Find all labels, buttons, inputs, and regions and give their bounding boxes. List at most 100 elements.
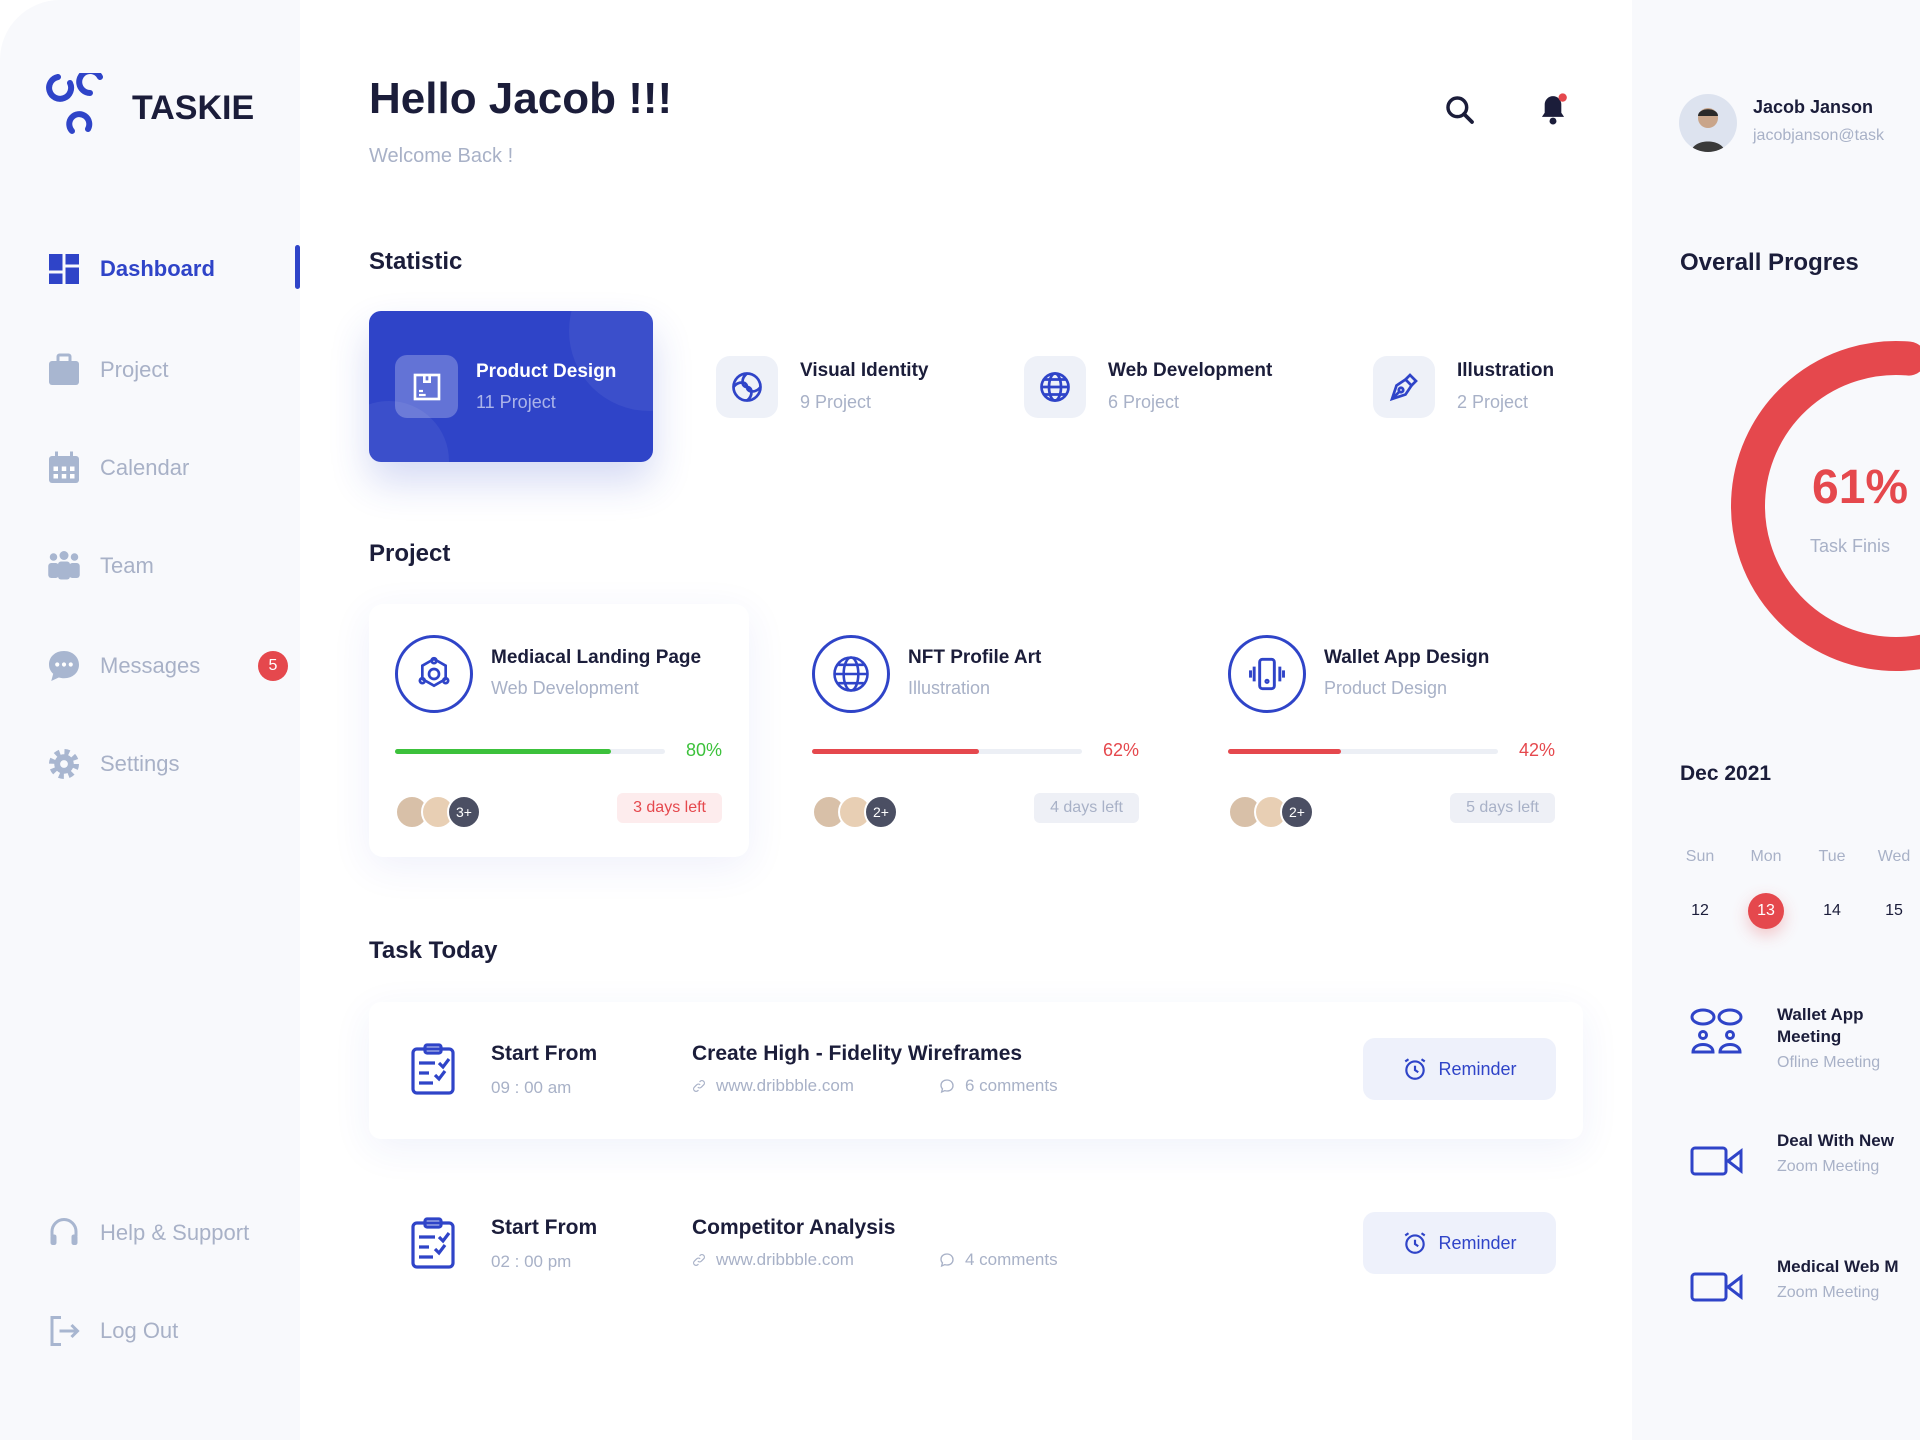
clipboard-check-icon (411, 1043, 455, 1095)
event-item[interactable]: Deal With New Zoom Meeting (1690, 1130, 1920, 1190)
box-icon (395, 355, 458, 418)
event-title: Deal With New (1777, 1131, 1894, 1150)
project-category: Illustration (908, 678, 991, 698)
alarm-clock-icon (1405, 1058, 1426, 1080)
notifications-button[interactable] (1536, 92, 1570, 133)
project-name: NFT Profile Art (908, 647, 1042, 668)
avatar (395, 795, 429, 829)
globe-icon (833, 656, 869, 692)
sidebar-item-settings[interactable]: Settings (46, 746, 180, 782)
globe-icon (1024, 355, 1086, 418)
task-link-text: www.dribbble.com (716, 1250, 854, 1269)
active-indicator (295, 245, 300, 289)
progress-fill (395, 749, 611, 754)
reminder-label: Reminder (1438, 1232, 1517, 1253)
reminder-button[interactable]: Reminder (1363, 1038, 1556, 1100)
phone-vibrate-icon (1249, 657, 1285, 691)
video-camera-icon (1690, 1272, 1743, 1302)
weekday-label: Mon (1750, 848, 1782, 865)
stat-card-illustration[interactable]: Illustration 2 Project (1373, 311, 1554, 462)
progress-caption: Task Finis (1810, 536, 1891, 556)
sidebar-item-team[interactable]: Team (46, 548, 154, 584)
calendar-day[interactable]: 15 (1885, 902, 1903, 919)
logout-icon (50, 1316, 80, 1346)
task-row[interactable]: Start From 02 : 00 pm Competitor Analysi… (369, 1176, 1583, 1313)
progress-percent: 42% (1518, 740, 1555, 760)
help-support-link[interactable]: Help & Support (46, 1215, 249, 1251)
video-camera-icon (1690, 1146, 1743, 1176)
sidebar-item-label: Help & Support (100, 1220, 250, 1245)
task-start-label: Start From (491, 1042, 598, 1065)
task-comments-text: 4 comments (965, 1250, 1058, 1269)
project-category: Web Development (491, 678, 639, 698)
search-button[interactable] (1444, 94, 1476, 131)
progress-ring (1731, 341, 1920, 671)
progress-bar (812, 749, 1082, 754)
event-item[interactable]: Medical Web M Zoom Meeting (1690, 1256, 1920, 1316)
event-item[interactable]: Wallet App Meeting Ofline Meeting (1690, 1004, 1920, 1071)
stat-card-visual-identity[interactable]: Visual Identity 9 Project (716, 311, 928, 462)
reminder-button[interactable]: Reminder (1363, 1212, 1556, 1274)
avatar[interactable] (1679, 94, 1737, 152)
logo[interactable]: TASKIE (46, 68, 254, 142)
messages-badge: 5 (258, 651, 288, 681)
stat-name: Product Design (476, 361, 617, 382)
task-comments[interactable]: 6 comments (939, 1076, 1058, 1096)
more-members-count: 3+ (447, 795, 481, 829)
calendar-day[interactable]: 13 (1748, 893, 1784, 929)
sidebar-item-label: Project (100, 357, 169, 382)
calendar-day[interactable]: 12 (1691, 902, 1709, 919)
logo-icon (46, 68, 103, 134)
progress-fill (812, 749, 980, 754)
event-title: Medical Web M (1777, 1257, 1899, 1276)
user-photo (1691, 108, 1725, 152)
search-icon (1446, 96, 1474, 124)
task-time: 02 : 00 pm (491, 1252, 572, 1271)
user-email: jacobjanson@task (1753, 127, 1884, 144)
team-avatars[interactable]: 2+ (812, 795, 898, 829)
network-icon (418, 656, 450, 688)
stat-count: 11 Project (476, 392, 556, 412)
sidebar-item-dashboard[interactable]: Dashboard (46, 251, 215, 287)
project-card[interactable]: Mediacal Landing Page Web Development 80… (369, 604, 749, 857)
project-heading: Project (369, 540, 451, 567)
bell-icon (1541, 93, 1567, 125)
reminder-label: Reminder (1438, 1058, 1517, 1079)
gear-icon (49, 749, 79, 779)
team-avatars[interactable]: 2+ (1228, 795, 1314, 829)
task-title: Competitor Analysis (692, 1216, 896, 1239)
spiral-icon (716, 355, 778, 418)
sidebar-item-project[interactable]: Project (46, 352, 168, 388)
overall-progress-heading: Overall Progres (1680, 249, 1859, 276)
days-left-badge: 5 days left (1450, 793, 1555, 823)
link-icon (693, 1080, 705, 1092)
task-link[interactable]: www.dribbble.com (692, 1250, 854, 1270)
stat-card-product-design[interactable]: Product Design 11 Project (369, 311, 653, 462)
event-subtitle: Ofline Meeting (1777, 1054, 1881, 1071)
stat-card-web-development[interactable]: Web Development 6 Project (1024, 311, 1272, 462)
task-time: 09 : 00 am (491, 1078, 572, 1097)
project-icon (1228, 635, 1306, 713)
calendar-day[interactable]: 14 (1823, 902, 1841, 919)
more-members-count: 2+ (1280, 795, 1314, 829)
comment-icon (940, 1253, 954, 1268)
team-avatars[interactable]: 3+ (395, 795, 481, 829)
project-category: Product Design (1324, 678, 1448, 698)
sidebar-item-messages[interactable]: Messages (46, 648, 200, 684)
people-chat-icon (1690, 1008, 1743, 1054)
project-card[interactable]: Wallet App Design Product Design 42% 2+ … (1202, 604, 1582, 857)
sidebar-item-calendar[interactable]: Calendar (46, 450, 189, 486)
chat-icon (49, 651, 79, 681)
project-name: Wallet App Design (1324, 647, 1490, 668)
logout-link[interactable]: Log Out (46, 1313, 178, 1349)
event-text: Medical Web M Zoom Meeting (1777, 1256, 1920, 1302)
stat-name: Illustration (1457, 360, 1555, 381)
task-row[interactable]: Start From 09 : 00 am Create High - Fide… (369, 1002, 1583, 1139)
task-comments[interactable]: 4 comments (939, 1250, 1058, 1270)
stat-count: 6 Project (1108, 392, 1180, 412)
weekday-label: Sun (1685, 848, 1715, 865)
progress-percent: 80% (685, 740, 722, 760)
project-card[interactable]: NFT Profile Art Illustration 62% 2+ 4 da… (786, 604, 1166, 857)
task-link[interactable]: www.dribbble.com (692, 1076, 854, 1096)
progress-value: 61% (1812, 461, 1909, 514)
